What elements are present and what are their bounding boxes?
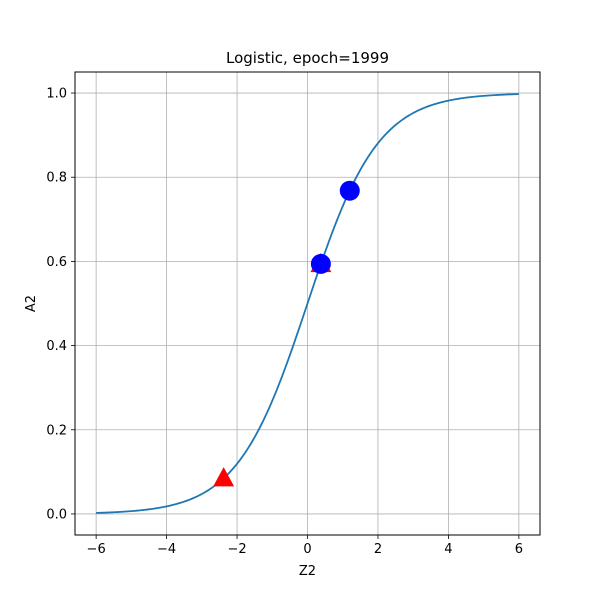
circle-marker — [339, 180, 360, 201]
x-tick-label: 6 — [515, 542, 523, 557]
chart-title: Logistic, epoch=1999 — [226, 49, 389, 67]
y-tick-label: 0.6 — [46, 255, 67, 270]
ticks: −6 −4 −2 0 2 4 6 0.0 0.2 0.4 0.6 0.8 1.0 — [46, 87, 523, 557]
logistic-curve — [96, 93, 519, 514]
x-tick-label: −4 — [157, 542, 176, 557]
curve-layer — [96, 93, 519, 514]
y-tick-label: 0.2 — [46, 423, 67, 438]
x-axis-label: Z2 — [299, 564, 316, 579]
y-tick-label: 1.0 — [46, 87, 67, 102]
x-tick-label: 4 — [444, 542, 452, 557]
x-tick-label: 0 — [303, 542, 311, 557]
x-tick-label: −2 — [227, 542, 246, 557]
markers — [213, 180, 360, 487]
x-tick-label: 2 — [374, 542, 382, 557]
triangle-marker — [213, 467, 235, 487]
y-tick-label: 0.0 — [46, 507, 67, 522]
y-axis-label: A2 — [24, 295, 39, 312]
grid — [75, 72, 540, 535]
circle-marker — [310, 253, 331, 274]
x-tick-label: −6 — [87, 542, 106, 557]
y-tick-label: 0.8 — [46, 171, 67, 186]
y-tick-label: 0.4 — [46, 339, 67, 354]
